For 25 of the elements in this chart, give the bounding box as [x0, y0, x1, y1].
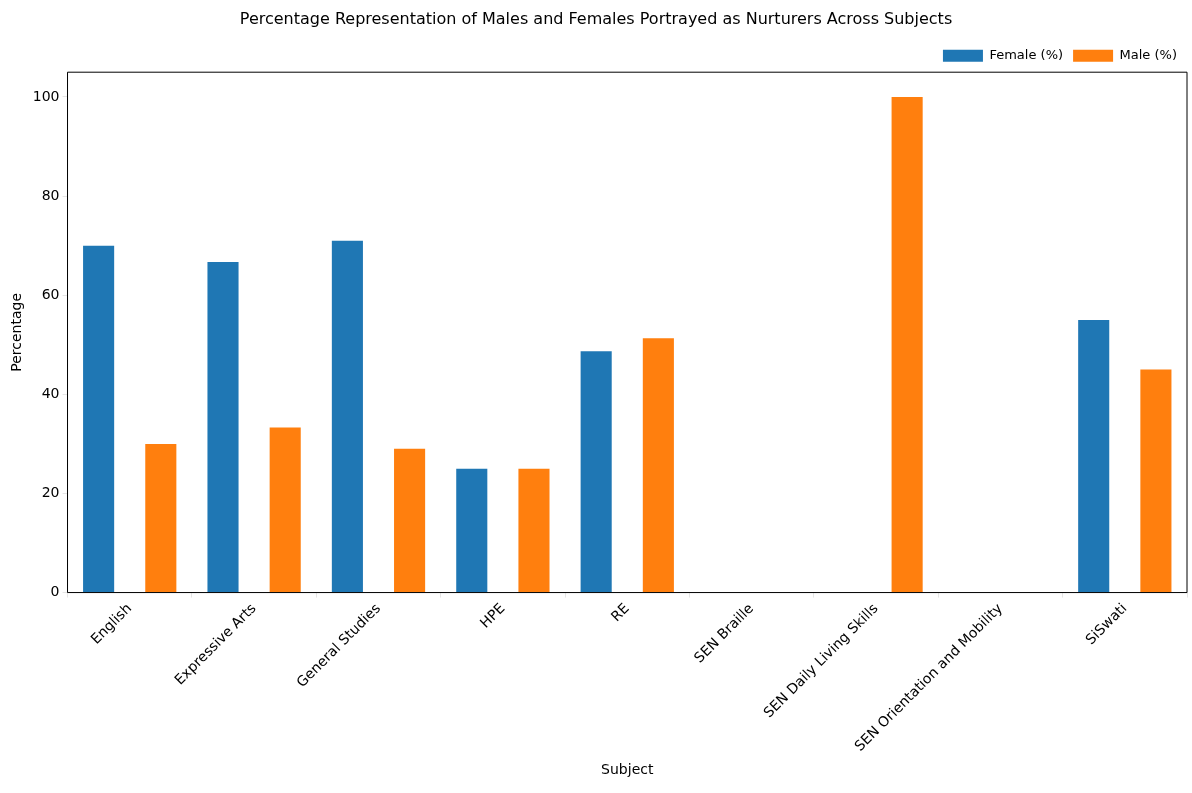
bar [394, 448, 426, 593]
bar [83, 245, 115, 593]
bar [456, 468, 488, 593]
x-tick-label: RE [607, 599, 632, 625]
bar [145, 443, 177, 593]
legend-label: Male (%) [1119, 47, 1177, 63]
y-tick-label: 20 [41, 484, 60, 501]
y-tick-label: 100 [32, 87, 60, 104]
legend-label: Female (%) [989, 47, 1064, 63]
y-tick-label: 60 [41, 285, 60, 302]
y-tick-label: 80 [41, 186, 60, 203]
bar [580, 351, 612, 593]
bar [331, 240, 363, 593]
bar [1078, 319, 1110, 593]
y-axis-title: Percentage [8, 292, 25, 372]
bar [269, 427, 301, 593]
bar [1140, 369, 1172, 593]
bar [642, 338, 674, 593]
chart-title: Percentage Representation of Males and Females Portrayed as Nurturers Across Subjects [239, 8, 953, 28]
bar [891, 96, 923, 593]
x-axis-title: Subject [601, 761, 654, 778]
bar [207, 262, 239, 593]
y-tick-label: 40 [41, 384, 60, 401]
y-tick-label: 0 [50, 583, 60, 600]
bar [518, 468, 550, 593]
